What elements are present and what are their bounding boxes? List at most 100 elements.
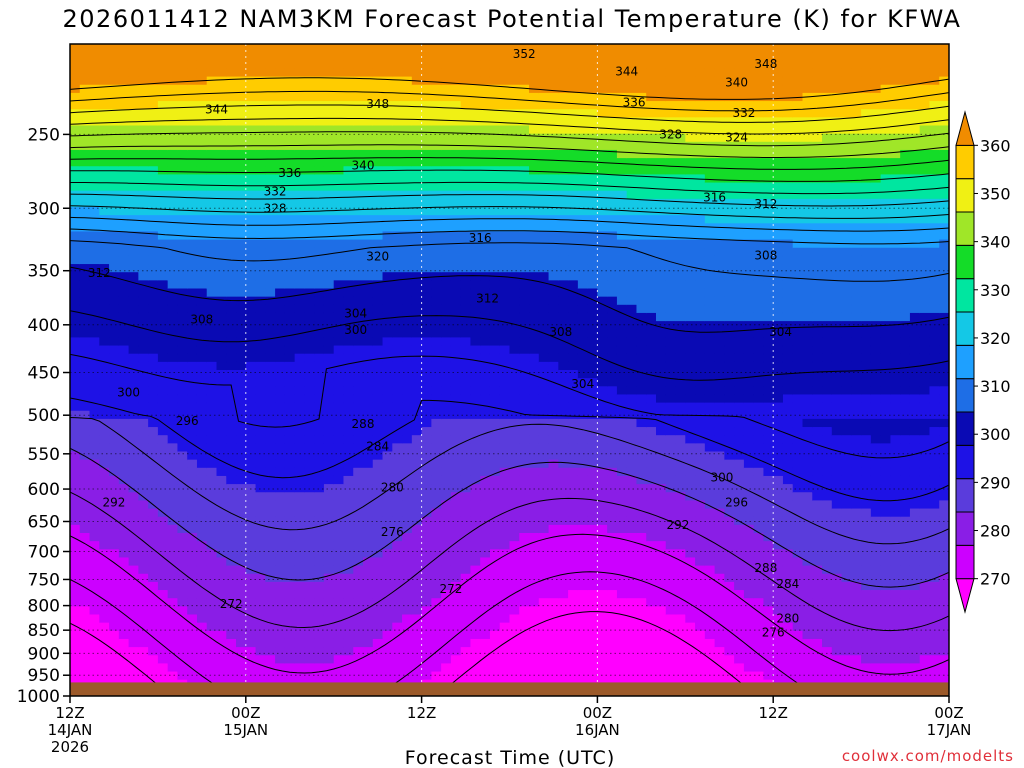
contour-labels: 352 344 348 340 336 332 328 324 344 348 340 336 332 3… [88,47,799,640]
contour-line-348 [70,117,949,135]
contour-label: 296 [176,414,199,428]
y-tick-label: 950 [28,666,60,686]
x-tick-label: 14JAN [48,721,93,739]
colorbar-swatch [955,344,975,380]
plot-frame [69,43,950,697]
y-tick-label: 250 [28,125,60,145]
contour-label: 300 [117,386,140,400]
contour-line-320 [70,205,949,219]
contour-label: 284 [776,577,799,591]
colorbar-tick-label: 340 [980,233,1011,252]
contour-label: 328 [264,201,287,215]
colorbar-tick-label: 290 [980,473,1011,492]
contour-label: 348 [366,97,389,111]
contour-label: 320 [366,250,389,264]
contour-label: 336 [623,95,646,109]
contour-line-308 [70,240,949,282]
contour-label: 292 [667,518,690,532]
colorbar-swatch [955,378,975,413]
x-tick-label: 00Z [934,704,963,722]
x-tick-label: 00Z [231,704,260,722]
colorbar-swatch [955,211,975,246]
contour-line-304 [70,266,949,333]
contour-label: 332 [264,185,287,199]
contour-line-284 [70,447,949,588]
contour-label: 304 [769,325,792,339]
contour-label: 312 [88,266,111,280]
colorbar-tick-label: 320 [980,329,1011,348]
contour-line-268 [70,611,752,692]
contour-line-296 [70,353,949,459]
contour-label: 340 [352,159,375,173]
x-tick-label: 15JAN [223,721,268,739]
contour-label: 332 [732,106,755,120]
y-tick-label: 650 [28,512,60,532]
y-tick-label: 1000 [17,687,60,707]
contour-label: 352 [513,47,536,61]
colorbar-swatch [955,444,975,480]
grid-lines [70,44,949,696]
colorbar-swatch [955,144,975,180]
colorbar: 360 350 340 330 320 310 300 290 280 270 [955,110,1011,614]
contour-line-332 [70,169,949,182]
contour-line-356 [70,90,949,112]
y-tick-label: 850 [28,621,60,641]
contour-label: 296 [725,495,748,509]
contour-line-352 [70,104,949,123]
contour-label: 348 [754,57,777,71]
contour-label: 308 [754,248,777,262]
contour-label: 280 [776,612,799,626]
colorbar-swatch [955,478,975,513]
ground-surface [70,682,949,696]
y-tick-label: 550 [28,445,60,465]
contour-label: 280 [381,481,404,495]
x-tick-label: 17JAN [927,721,972,739]
contour-label: 312 [476,292,499,306]
colorbar-tick-label: 310 [980,377,1011,396]
contour-line-340 [70,144,949,158]
chart-title: 2026011412 NAM3KM Forecast Potential Tem… [63,5,962,33]
contour-label: 316 [703,190,726,204]
contour-label: 292 [102,495,125,509]
y-axis: 250 300 350 400 450 500 550 600 650 700 750 800 850 9… [17,125,70,707]
colorbar-tick-label: 350 [980,184,1011,203]
contour-label: 316 [469,231,492,245]
colorbar-swatch [955,544,975,580]
y-tick-label: 700 [28,543,60,563]
contour-label: 328 [659,127,682,141]
contour-label: 324 [725,131,748,145]
colorbar-cap-bottom [955,578,975,614]
colorbar-swatch [955,311,975,346]
contour-label: 300 [710,470,733,484]
contour-line-360 [70,77,949,100]
contour-label: 308 [549,325,572,339]
contour-line-276 [70,533,949,675]
contour-label: 336 [278,166,301,180]
contour-label: 340 [725,76,748,90]
y-tick-label: 500 [28,406,60,426]
contour-lines [70,77,949,696]
colorbar-cap-top [955,110,975,146]
colorbar-swatch [955,178,975,213]
contour-line-324 [70,193,949,207]
y-tick-label: 900 [28,644,60,664]
y-tick-label: 600 [28,480,60,500]
colorbar-swatch [955,278,975,313]
colorbar-tick-label: 360 [980,136,1011,155]
contour-line-344 [70,131,949,147]
contour-line-288 [70,417,949,545]
contour-line-280 [70,491,949,632]
contour-line-316 [70,216,949,232]
colorbar-tick-label: 280 [980,522,1011,541]
contour-label: 272 [439,582,462,596]
colorbar-swatch [955,244,975,280]
contour-label: 276 [762,626,785,640]
contour-label: 288 [352,417,375,431]
colorbar-tick-label: 270 [980,570,1011,589]
x-tick-label: 2026 [51,738,89,756]
colorbar-swatch [955,411,975,446]
y-tick-label: 750 [28,570,60,590]
y-tick-label: 300 [28,199,60,219]
